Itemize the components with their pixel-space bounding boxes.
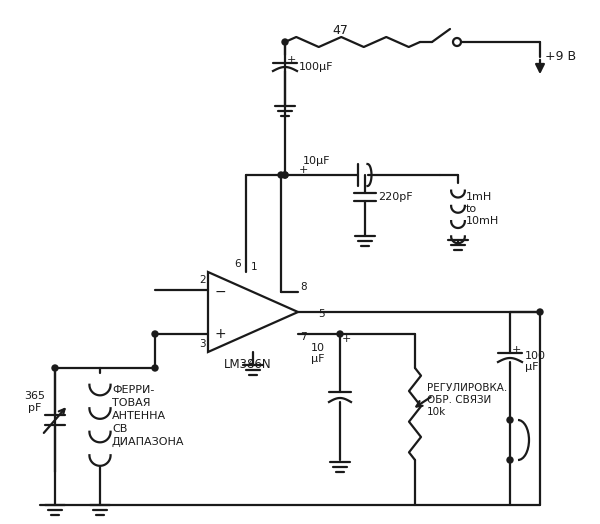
Text: 220pF: 220pF (378, 192, 413, 202)
Text: µF: µF (311, 354, 325, 364)
Circle shape (152, 365, 158, 371)
Text: 3: 3 (199, 339, 206, 349)
Text: 2: 2 (199, 275, 206, 285)
Text: 7: 7 (300, 332, 307, 342)
Circle shape (152, 331, 158, 337)
Text: 100µF: 100µF (299, 62, 334, 72)
Text: РЕГУЛИРОВКА.: РЕГУЛИРОВКА. (427, 383, 507, 393)
Text: ФЕРРИ-: ФЕРРИ- (112, 385, 154, 395)
Circle shape (278, 172, 284, 178)
Circle shape (282, 172, 288, 178)
Circle shape (282, 172, 288, 178)
Text: +: + (287, 55, 296, 65)
Text: 8: 8 (300, 282, 307, 292)
Circle shape (337, 331, 343, 337)
Text: LM386N: LM386N (224, 358, 272, 372)
Text: −: − (214, 285, 226, 299)
Text: to: to (466, 204, 477, 214)
Text: 10: 10 (311, 343, 325, 353)
Text: ОБР. СВЯЗИ: ОБР. СВЯЗИ (427, 395, 491, 405)
Text: 47: 47 (332, 24, 348, 37)
Text: +9 В: +9 В (545, 50, 576, 63)
Text: pF: pF (28, 403, 41, 413)
Text: 10µF: 10µF (303, 156, 331, 166)
Circle shape (507, 457, 513, 463)
Text: +: + (214, 327, 226, 341)
Text: µF: µF (525, 362, 539, 372)
Circle shape (282, 39, 288, 45)
Text: 6: 6 (235, 259, 241, 269)
Text: 4: 4 (248, 359, 254, 369)
Text: 10k: 10k (427, 407, 446, 417)
Text: 100: 100 (525, 351, 546, 361)
Circle shape (52, 365, 58, 371)
Circle shape (507, 417, 513, 423)
Text: 10mH: 10mH (466, 216, 499, 226)
Text: 1: 1 (251, 262, 257, 272)
Text: ДИАПАЗОНА: ДИАПАЗОНА (112, 437, 185, 447)
Text: 1mH: 1mH (466, 192, 492, 202)
Text: +: + (342, 334, 352, 344)
Text: СВ: СВ (112, 424, 127, 434)
Text: +: + (512, 345, 521, 355)
Text: 365: 365 (25, 391, 46, 401)
Text: 5: 5 (318, 309, 325, 319)
Circle shape (537, 309, 543, 315)
Text: ТОВАЯ: ТОВАЯ (112, 398, 151, 408)
Text: +: + (299, 165, 308, 175)
Text: АНТЕННА: АНТЕННА (112, 411, 166, 421)
